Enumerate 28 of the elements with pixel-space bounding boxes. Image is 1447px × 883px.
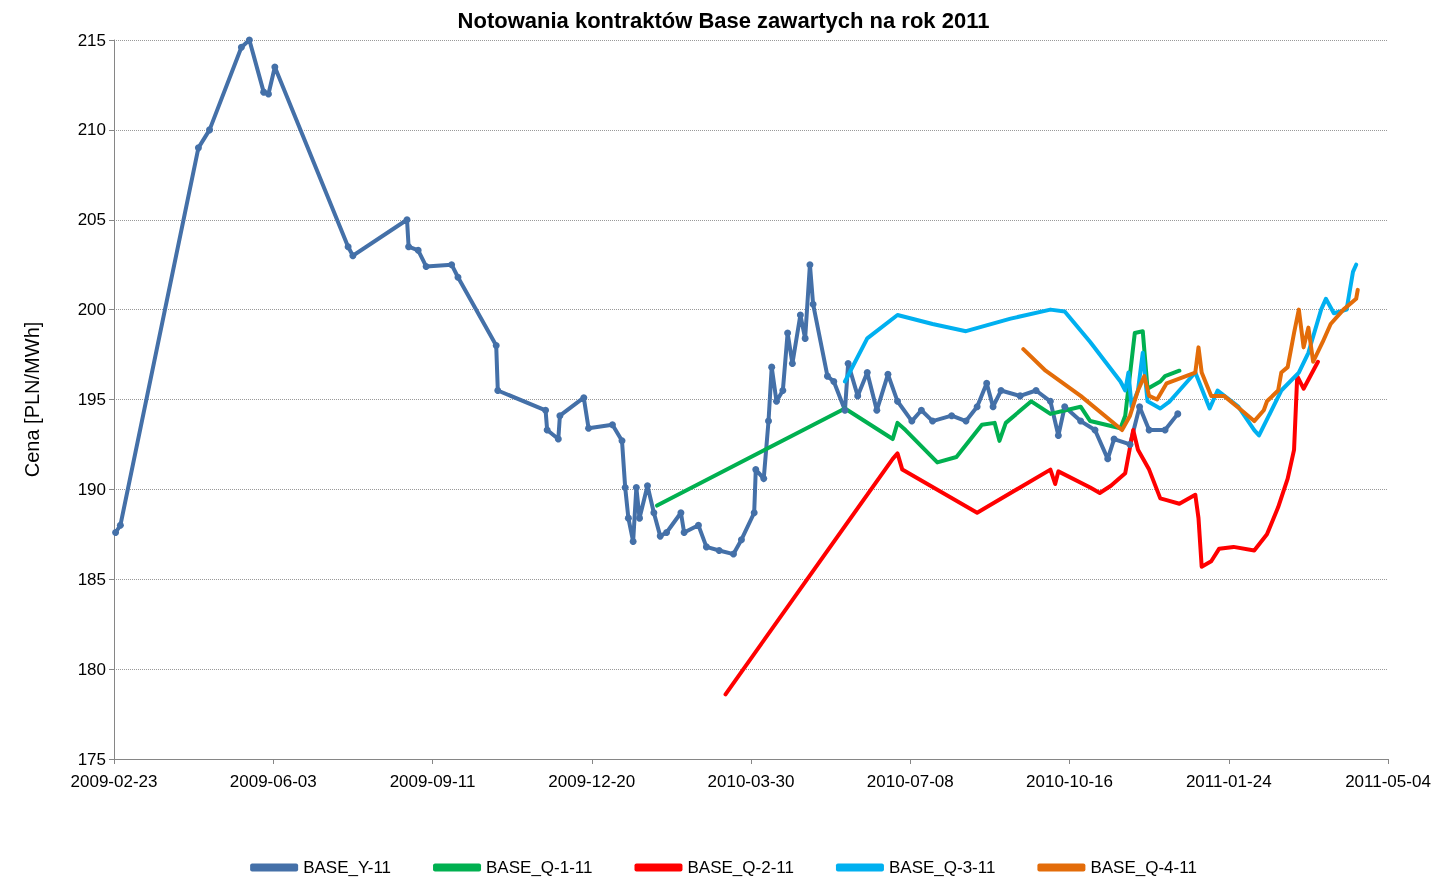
- x-tick-label: 2009-06-03: [229, 772, 317, 791]
- x-tick-label: 2011-01-24: [1185, 772, 1272, 791]
- legend-label: BASE_Q-2-11: [687, 858, 794, 877]
- x-tick-label: 2010-10-16: [1026, 772, 1113, 791]
- y-tick-label: 200: [77, 300, 106, 320]
- y-tick-label: 195: [77, 390, 106, 409]
- y-tick-label: 215: [77, 30, 106, 50]
- x-tick-label: 2011-05-04: [1345, 772, 1431, 791]
- legend-label: BASE_Y-11: [303, 858, 392, 877]
- y-tick-label: 185: [77, 569, 106, 589]
- x-tick-label: 2010-07-08: [866, 772, 954, 791]
- x-tick-label: 2009-12-20: [548, 772, 636, 791]
- line-series: [723, 359, 1320, 697]
- line-series: [1021, 287, 1360, 433]
- x-tick-label: 2010-03-30: [707, 772, 795, 791]
- line-series: [655, 329, 1182, 508]
- y-tick-label: 205: [77, 210, 106, 230]
- y-tick-label: 210: [77, 120, 106, 140]
- x-tick-label: 2009-02-23: [70, 772, 158, 791]
- y-axis-title: Cena [PLN/MWh]: [21, 321, 43, 478]
- legend-label: BASE_Q-3-11: [888, 858, 996, 877]
- legend-label: BASE_Q-4-11: [1090, 858, 1197, 877]
- x-tick-label: 2009-09-11: [389, 772, 476, 791]
- legend-label: BASE_Q-1-11: [486, 858, 593, 877]
- y-tick-label: 190: [77, 479, 106, 499]
- chart-title: Notowania kontraktów Base zawartych na rok 2011: [457, 7, 990, 33]
- y-tick-label: 175: [77, 749, 106, 769]
- y-tick-label: 180: [77, 659, 106, 679]
